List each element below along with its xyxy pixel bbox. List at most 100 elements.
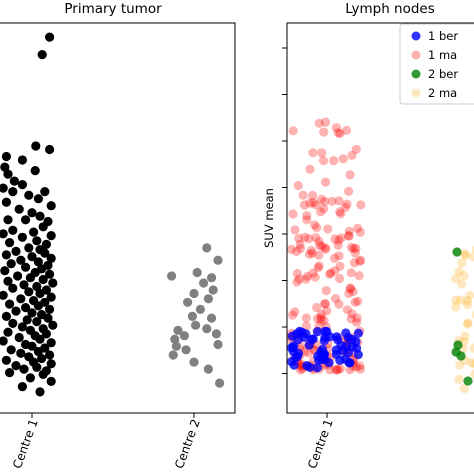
data-point-1-malignant [348, 286, 358, 297]
data-point-1-malignant [331, 123, 341, 133]
data-point-centre1 [33, 257, 44, 267]
data-point-1-malignant [342, 305, 352, 315]
data-point-centre1 [31, 141, 41, 151]
legend-label-1-benign: 1 ber [428, 29, 458, 43]
data-point-1-malignant [335, 261, 345, 271]
data-point-1-malignant [314, 236, 324, 247]
data-point-1-malignant [345, 365, 355, 375]
data-point-centre2 [183, 297, 193, 307]
data-point-centre1 [0, 290, 8, 300]
data-point-1-malignant [320, 196, 330, 207]
data-point-centre1 [0, 162, 10, 172]
data-point-1-malignant [313, 263, 323, 273]
data-point-2-malignant [455, 360, 465, 370]
data-point-centre1 [1, 355, 11, 365]
data-point-1-malignant [311, 200, 321, 210]
data-point-1-malignant [326, 268, 336, 278]
data-point-1-malignant [341, 125, 352, 135]
data-point-1-malignant [345, 284, 355, 294]
data-point-centre1 [13, 271, 23, 281]
data-point-1-malignant [340, 202, 350, 212]
data-point-centre1 [40, 187, 50, 197]
data-point-1-malignant [308, 268, 318, 278]
data-point-1-malignant [315, 240, 325, 250]
data-point-centre1 [1, 311, 11, 321]
data-point-1-benign [314, 355, 324, 365]
data-point-centre1 [0, 336, 8, 346]
data-point-1-malignant [353, 296, 363, 306]
data-point-2-malignant [456, 295, 466, 305]
data-point-2-malignant [463, 318, 473, 328]
data-point-1-malignant [333, 364, 343, 375]
data-point-centre1 [35, 211, 45, 221]
data-point-centre1 [5, 368, 15, 378]
data-point-1-malignant [346, 242, 356, 252]
legend-box [399, 23, 474, 105]
data-point-1-malignant [331, 365, 341, 375]
data-point-centre1 [21, 303, 31, 313]
data-point-centre1 [3, 169, 13, 179]
data-point-centre1 [1, 197, 11, 207]
data-point-centre1 [32, 281, 42, 292]
data-point-centre2 [167, 271, 177, 281]
data-point-2-malignant [465, 290, 474, 300]
data-point-1-malignant [327, 196, 337, 206]
data-point-2-malignant [451, 274, 461, 284]
data-point-2-malignant [468, 252, 474, 262]
data-point-1-malignant [292, 277, 302, 287]
data-point-1-malignant [334, 273, 345, 284]
legend-label-1-malignant: 1 ma [428, 48, 457, 62]
data-point-2-malignant [451, 302, 461, 312]
data-point-1-malignant [330, 266, 340, 276]
data-point-1-malignant [344, 231, 354, 241]
data-point-centre1 [14, 204, 24, 214]
data-point-centre1 [45, 269, 55, 279]
data-point-centre1 [11, 246, 21, 256]
data-point-centre2 [170, 334, 180, 344]
x-tick-label-centre1-left: Centre 1 [10, 417, 41, 470]
data-point-centre1 [21, 262, 31, 272]
lymph-nodes-panel: Lymph nodes SUV mean Centre 1 1 ber 1 ma… [262, 1, 474, 470]
data-point-1-malignant [312, 313, 323, 324]
data-point-1-benign [353, 328, 363, 338]
data-point-centre1 [17, 155, 27, 165]
data-point-centre1 [38, 222, 48, 232]
data-point-1-benign [343, 333, 353, 343]
data-point-1-malignant [344, 226, 354, 236]
data-point-1-benign [304, 340, 314, 350]
data-point-1-benign [312, 327, 323, 337]
data-point-centre1 [27, 208, 37, 218]
data-point-1-benign [344, 358, 354, 368]
data-point-1-malignant [336, 233, 346, 243]
data-point-1-malignant [295, 243, 305, 254]
data-point-1-malignant [301, 274, 311, 284]
data-point-1-malignant [314, 250, 324, 260]
data-point-centre1 [17, 232, 27, 242]
data-point-centre2 [179, 331, 189, 341]
data-point-1-malignant [334, 235, 344, 245]
data-point-1-malignant [349, 258, 359, 268]
data-point-centre1 [3, 276, 13, 286]
data-point-2-malignant [462, 319, 472, 329]
data-point-1-malignant [332, 365, 342, 375]
data-point-1-malignant [344, 231, 354, 241]
data-point-1-malignant [305, 198, 315, 208]
data-point-1-malignant [352, 313, 362, 323]
data-point-centre1 [14, 332, 24, 343]
data-point-centre1 [1, 250, 11, 260]
legend-marker-2-benign [411, 69, 421, 79]
data-point-centre1 [27, 341, 37, 351]
data-point-1-malignant [302, 211, 312, 221]
data-point-1-malignant [323, 224, 333, 234]
data-point-centre1 [6, 259, 16, 269]
data-point-1-malignant [319, 315, 329, 326]
data-point-1-malignant [299, 200, 310, 210]
data-point-1-malignant [286, 244, 296, 254]
data-point-centre1 [45, 32, 55, 42]
data-point-1-benign [341, 341, 351, 351]
data-point-1-malignant [317, 241, 327, 251]
data-point-1-malignant [342, 199, 352, 209]
data-point-1-malignant [347, 150, 357, 160]
data-point-1-malignant [321, 244, 331, 254]
